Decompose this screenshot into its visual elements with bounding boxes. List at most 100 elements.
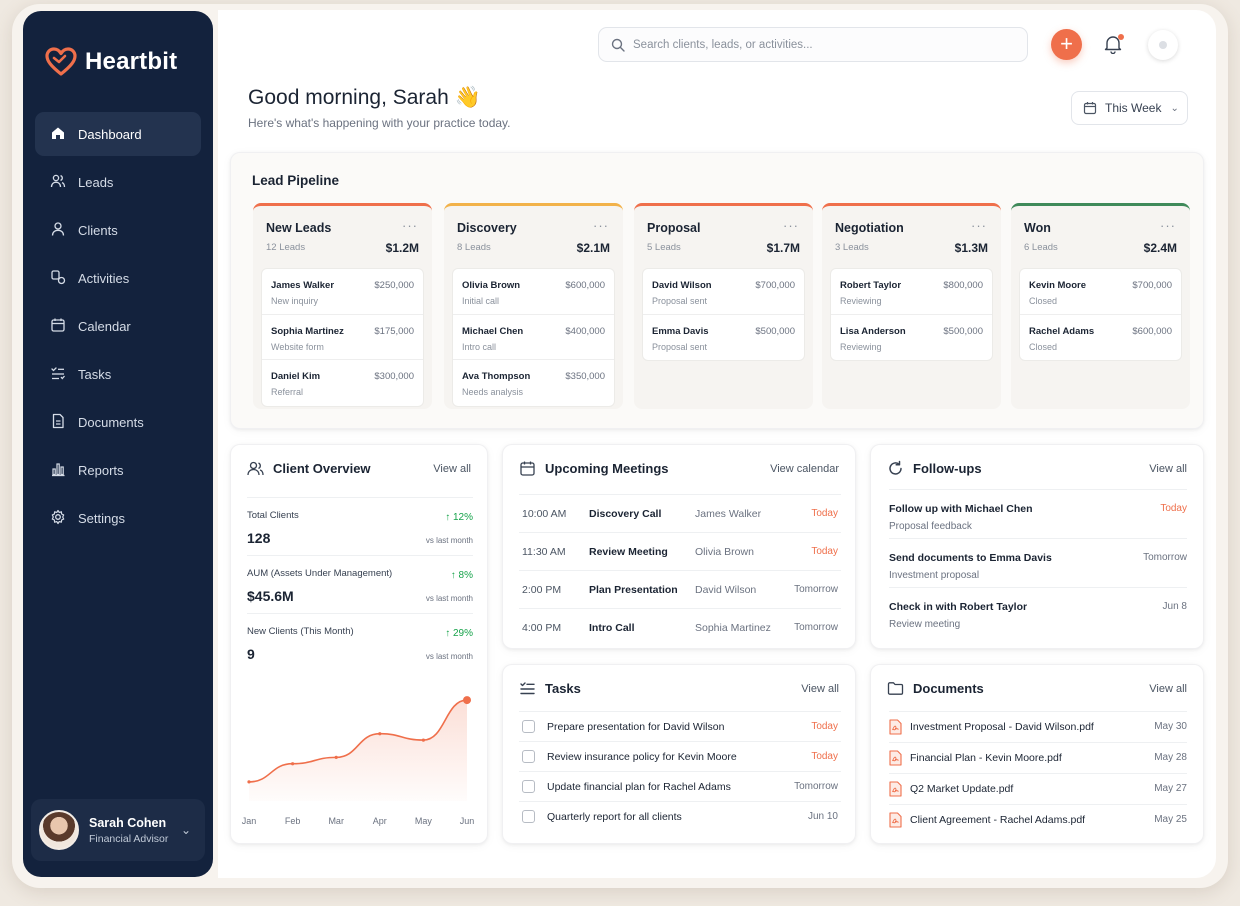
deal-card[interactable]: Sophia Martinez $175,000 Website form: [262, 315, 423, 360]
followup-item[interactable]: Check in with Robert Taylor Review meetin…: [889, 587, 1187, 636]
sidebar-item-clients[interactable]: Clients: [35, 208, 201, 252]
view-all-link[interactable]: View all: [1149, 463, 1187, 475]
document-date: May 25: [1154, 814, 1187, 825]
task-row: Review insurance policy for Kevin Moore T…: [519, 741, 841, 771]
task-due: Today: [811, 721, 838, 732]
chevron-down-icon: ⌄: [1170, 102, 1179, 114]
sidebar-item-reports[interactable]: Reports: [35, 448, 201, 492]
notifications-button[interactable]: [1104, 34, 1124, 56]
deal-note: Needs analysis: [462, 387, 524, 397]
meeting-row[interactable]: 4:00 PM Intro Call Sophia Martinez Tomorrow: [519, 608, 841, 646]
deal-name: Lisa Anderson: [840, 325, 906, 337]
task-due: Today: [811, 751, 838, 762]
followup-item[interactable]: Follow up with Michael Chen Proposal feed…: [889, 489, 1187, 538]
stage-name: Proposal: [647, 221, 701, 235]
task-checkbox[interactable]: [522, 750, 535, 763]
profile-button[interactable]: [1148, 30, 1178, 60]
search-bar[interactable]: [598, 27, 1028, 62]
stat-block: New Clients (This Month) 9 ↑ 29% vs last mo…: [247, 613, 473, 671]
followup-title: Send documents to Emma Davis: [889, 552, 1052, 564]
checklist-icon: [50, 365, 68, 383]
chart-point: [378, 732, 382, 736]
sidebar-item-calendar[interactable]: Calendar: [35, 304, 201, 348]
chart-point: [291, 762, 295, 766]
task-checkbox[interactable]: [522, 780, 535, 793]
chart-point: [463, 696, 471, 705]
sidebar-item-leads[interactable]: Leads: [35, 160, 201, 204]
deal-name: David Wilson: [652, 280, 712, 291]
followup-due: Tomorrow: [1143, 552, 1187, 563]
main-content: + Good morning, Sarah 👋 Here's what's ha…: [218, 10, 1216, 878]
date-range-select[interactable]: This Week ⌄: [1071, 91, 1188, 125]
meeting-row[interactable]: 11:30 AM Review Meeting Olivia Brown Today: [519, 532, 841, 570]
users-icon: [247, 461, 264, 476]
meeting-row[interactable]: 10:00 AM Discovery Call James Walker Today: [519, 494, 841, 532]
document-item[interactable]: Financial Plan - Kevin Moore.pdf May 28: [889, 742, 1187, 773]
deal-list: Kevin Moore $700,000 Closed Rachel Adams $60…: [1019, 268, 1182, 361]
deal-list: Robert Taylor $800,000 Reviewing Lisa Ander…: [830, 268, 993, 361]
search-input[interactable]: [633, 38, 1013, 51]
folder-icon: [887, 682, 904, 695]
documents-card: Documents View all Investment Proposal -…: [870, 664, 1204, 844]
chart-area: [249, 700, 467, 801]
more-options-icon[interactable]: ···: [783, 218, 799, 233]
deal-card[interactable]: Olivia Brown $600,000 Initial call: [453, 269, 614, 315]
stat-block: Total Clients 128 ↑ 12% vs last month: [247, 497, 473, 555]
stage-total: $1.2M: [385, 241, 419, 255]
sidebar-item-label: Leads: [78, 174, 114, 190]
document-item[interactable]: Investment Proposal - David Wilson.pdf Ma…: [889, 711, 1187, 742]
meeting-row[interactable]: 2:00 PM Plan Presentation David Wilson Tomo…: [519, 570, 841, 608]
meeting-day: Today: [811, 546, 838, 557]
deal-card[interactable]: David Wilson $700,000 Proposal sent: [643, 269, 804, 315]
view-all-link[interactable]: View all: [1149, 683, 1187, 695]
task-checkbox[interactable]: [522, 810, 535, 823]
stat-comparison: vs last month: [425, 652, 473, 661]
sidebar-item-label: Clients: [78, 222, 118, 238]
deal-card[interactable]: Lisa Anderson $500,000 Reviewing: [831, 315, 992, 361]
deal-card[interactable]: Robert Taylor $800,000 Reviewing: [831, 269, 992, 315]
followup-item[interactable]: Send documents to Emma Davis Investment p…: [889, 538, 1187, 587]
add-button[interactable]: +: [1051, 29, 1082, 60]
bar-chart-icon: [50, 461, 68, 479]
checklist-icon: [520, 682, 535, 695]
sidebar-item-documents[interactable]: Documents: [35, 400, 201, 444]
view-all-link[interactable]: View all: [433, 463, 471, 475]
more-options-icon[interactable]: ···: [402, 218, 418, 233]
card-title: Tasks: [545, 681, 581, 696]
task-checkbox[interactable]: [522, 720, 535, 733]
sidebar-item-settings[interactable]: Settings: [35, 496, 201, 540]
task-due: Tomorrow: [794, 781, 838, 792]
deal-list: Olivia Brown $600,000 Initial call Michael …: [452, 268, 615, 407]
deal-card[interactable]: James Walker $250,000 New inquiry: [262, 269, 423, 315]
deal-card[interactable]: Kevin Moore $700,000 Closed: [1020, 269, 1181, 315]
deal-note: Reviewing: [840, 296, 882, 306]
view-all-link[interactable]: View all: [801, 683, 839, 695]
activity-icon: [50, 269, 68, 287]
sidebar-item-tasks[interactable]: Tasks: [35, 352, 201, 396]
more-options-icon[interactable]: ···: [593, 218, 609, 233]
document-item[interactable]: Q2 Market Update.pdf May 27: [889, 773, 1187, 804]
user-menu[interactable]: Sarah Cohen Financial Advisor ⌄: [31, 799, 205, 861]
deal-card[interactable]: Emma Davis $500,000 Proposal sent: [643, 315, 804, 361]
stage-total: $1.7M: [766, 241, 800, 255]
meeting-time: 2:00 PM: [522, 584, 562, 596]
followup-title: Follow up with Michael Chen: [889, 503, 1033, 515]
notification-badge: [1118, 34, 1124, 40]
document-item[interactable]: Client Agreement - Rachel Adams.pdf May 2…: [889, 804, 1187, 835]
deal-card[interactable]: Rachel Adams $600,000 Closed: [1020, 315, 1181, 361]
x-tick-label: Apr: [373, 816, 387, 826]
brand-logo[interactable]: Heartbit: [45, 47, 177, 77]
more-options-icon[interactable]: ···: [971, 218, 987, 233]
stat-label: New Clients (This Month): [247, 626, 354, 637]
deal-card[interactable]: Michael Chen $400,000 Intro call: [453, 315, 614, 360]
view-calendar-link[interactable]: View calendar: [770, 463, 839, 475]
sidebar-item-activities[interactable]: Activities: [35, 256, 201, 300]
deal-name: Emma Davis: [652, 325, 709, 337]
more-options-icon[interactable]: ···: [1160, 218, 1176, 233]
deal-value: $400,000: [565, 325, 605, 337]
sidebar-item-dashboard[interactable]: Dashboard: [35, 112, 201, 156]
meeting-time: 10:00 AM: [522, 508, 567, 520]
meeting-title: Review Meeting: [589, 546, 668, 558]
deal-card[interactable]: Daniel Kim $300,000 Referral: [262, 360, 423, 406]
deal-card[interactable]: Ava Thompson $350,000 Needs analysis: [453, 360, 614, 406]
